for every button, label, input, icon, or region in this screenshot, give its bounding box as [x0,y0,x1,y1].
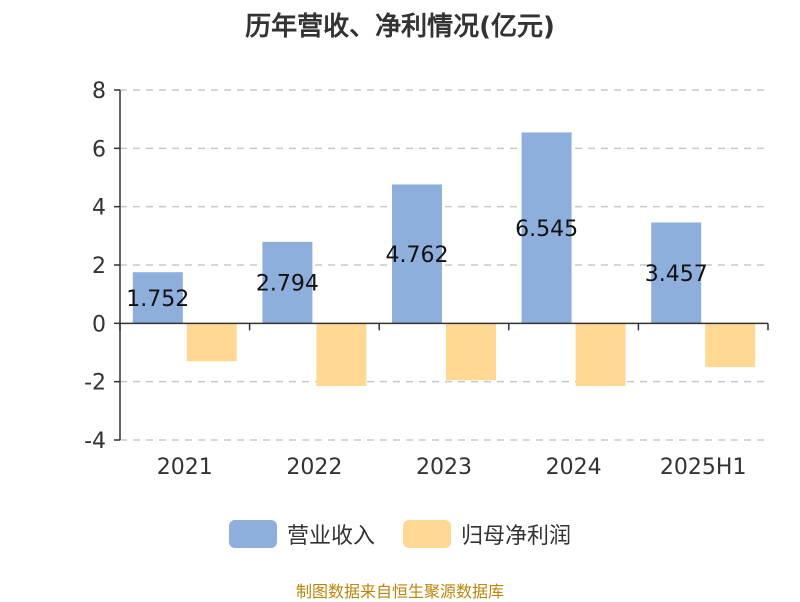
legend-item-profit[interactable]: 归母净利润 [403,518,571,550]
legend: 营业收入 归母净利润 [0,518,800,550]
y-tick-label: 6 [92,137,106,162]
bars [132,132,756,387]
data-label-revenue-2025H1: 3.457 [645,262,708,287]
y-tick-label: 2 [92,254,106,279]
bar-revenue-2023[interactable] [392,184,442,324]
y-tick-label: -4 [84,429,106,454]
data-label-revenue-2021: 1.752 [126,287,189,312]
axes [119,90,768,440]
x-tick-label: 2022 [286,455,342,480]
x-tick-label: 2023 [416,455,472,480]
y-tick-label: -2 [84,371,106,396]
data-labels: 1.752 2.794 4.762 6.545 3.457 [126,217,707,312]
legend-label-profit: 归母净利润 [461,524,572,549]
bar-revenue-2025H1[interactable] [651,222,702,324]
bar-revenue-2022[interactable] [262,241,313,324]
bar-profit-2025H1[interactable] [705,323,756,368]
data-label-revenue-2022: 2.794 [256,272,319,297]
x-tick-label: 2024 [546,455,602,480]
bar-profit-2021[interactable] [186,323,237,362]
bar-profit-2022[interactable] [316,323,367,387]
bar-revenue-2021[interactable] [132,272,183,324]
data-source-note: 制图数据来自恒生聚源数据库 [295,582,504,601]
y-tick-label: 0 [92,312,106,337]
y-tick-label: 8 [92,79,106,104]
data-label-revenue-2023: 4.762 [386,243,449,268]
chart-title: 历年营收、净利情况(亿元) [245,12,555,42]
legend-swatch-profit [403,520,451,548]
x-tick-label: 2025H1 [660,455,747,480]
data-label-revenue-2024: 6.545 [515,217,578,242]
y-axis-ticks: 8 6 4 2 0 -2 -4 [84,79,120,454]
y-tick-label: 4 [92,196,106,221]
x-axis-ticks: 2021 2022 2023 2024 2025H1 [119,323,769,480]
x-tick-label: 2021 [157,455,213,480]
bar-profit-2023[interactable] [446,323,496,381]
legend-item-revenue[interactable]: 营业收入 [228,518,375,550]
bar-profit-2024[interactable] [575,323,626,387]
bar-revenue-2024[interactable] [521,132,572,324]
legend-swatch-revenue [228,520,277,548]
legend-label-revenue: 营业收入 [286,524,375,549]
